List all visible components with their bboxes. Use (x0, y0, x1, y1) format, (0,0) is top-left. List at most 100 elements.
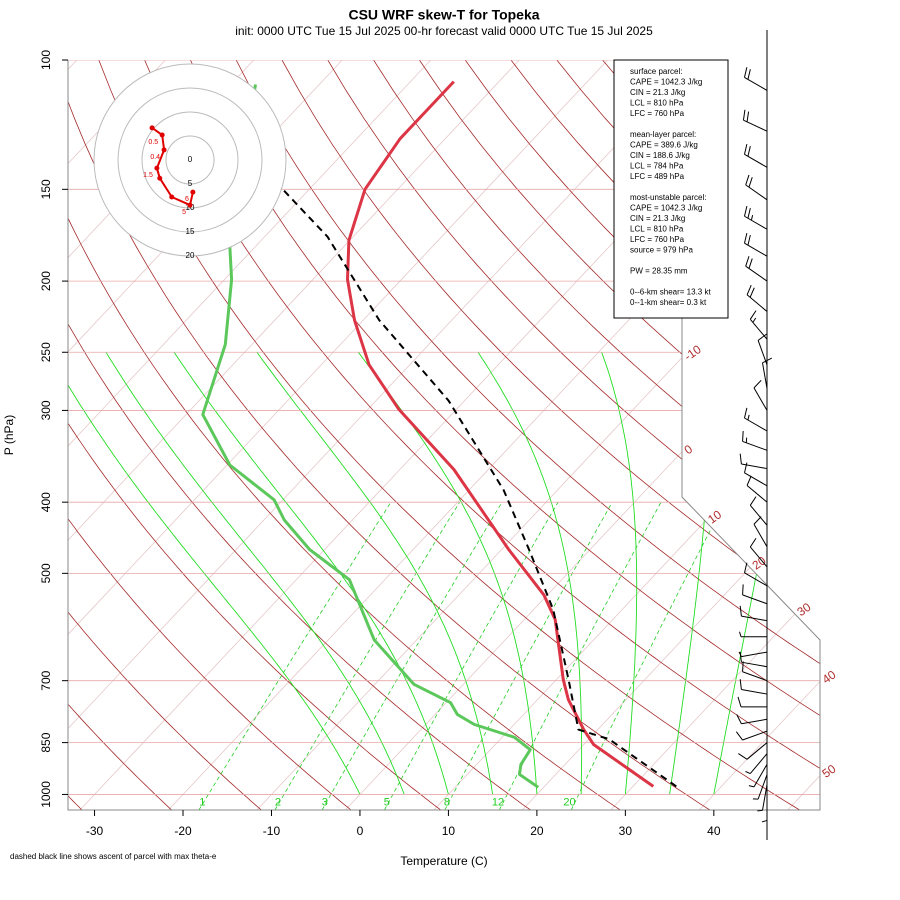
dry-adiabat (68, 60, 262, 810)
wind-barb (735, 730, 768, 741)
barb-feather (746, 475, 752, 486)
x-tick-label: 0 (357, 824, 364, 838)
profile-line (201, 84, 540, 789)
y-tick-label: 500 (39, 563, 53, 583)
barb-feather (739, 679, 742, 690)
moist-adiabat (105, 352, 405, 795)
barb-feather (748, 177, 753, 188)
hodograph-ring-label: 10 (186, 203, 195, 212)
barb-shaft (744, 215, 768, 230)
isotherm (521, 60, 820, 810)
wind-barb (757, 784, 768, 812)
moist-adiabat (256, 352, 494, 795)
isotherm-label: 50 (820, 761, 839, 780)
barb-shaft (744, 417, 768, 432)
wind-barb (739, 651, 768, 668)
barb-feather (743, 462, 748, 473)
barb-feather (749, 496, 757, 506)
barb-shaft (746, 742, 768, 760)
wind-barb (742, 430, 768, 451)
wind-barb (753, 516, 768, 548)
barb-shaft (744, 76, 768, 91)
plot-background (68, 60, 900, 810)
dry-adiabat (785, 60, 820, 810)
mixing-ratio-label: 12 (492, 796, 504, 808)
dry-adiabat (68, 60, 621, 810)
mixing-ratio-label: 3 (322, 796, 328, 808)
barb-feather (736, 714, 742, 724)
dry-adiabat (68, 60, 172, 810)
barb-shaft (749, 505, 768, 526)
wind-barb (743, 562, 768, 587)
info-line: CAPE = 1042.3 J/kg (630, 78, 702, 87)
barb-shaft (741, 651, 768, 658)
y-tick-label: 150 (39, 179, 53, 199)
info-line: surface parcel: (630, 67, 682, 76)
barb-shaft (745, 184, 768, 201)
barb-shaft (753, 764, 768, 788)
barb-feather (746, 284, 752, 295)
isotherm (68, 60, 697, 810)
isotherm-label: 0 (682, 442, 696, 457)
y-tick-label: 400 (39, 492, 53, 512)
wind-barb (743, 462, 768, 487)
wind-barb (742, 584, 768, 605)
wind-barb (749, 496, 768, 526)
hodograph-ring (93, 63, 287, 257)
hodograph-background (94, 64, 286, 256)
barb-feather (743, 562, 748, 573)
wind-barb (757, 333, 768, 365)
wind-barb (745, 753, 768, 775)
dry-adiabat (68, 60, 531, 810)
wind-barb (743, 144, 768, 168)
info-line: CIN = 21.3 J/kg (630, 88, 685, 97)
dry-adiabat (68, 60, 352, 810)
y-tick-label: 100 (39, 50, 53, 70)
barb-feather (749, 310, 757, 320)
dry-adiabat (98, 60, 800, 810)
barb-feather (747, 69, 751, 80)
isotherm (68, 60, 608, 810)
wind-barb (742, 109, 768, 132)
barb-shaft (744, 242, 768, 257)
wind-barb (736, 714, 768, 725)
mixing-ratio-label: 1 (199, 796, 205, 808)
barb-shaft (749, 546, 768, 568)
info-line: 0--6-km shear= 13.3 kt (630, 288, 711, 297)
barb-feather (753, 516, 762, 525)
mixing-ratio-line (198, 501, 392, 810)
hodograph-ring (165, 135, 215, 185)
wind-barb (753, 379, 768, 411)
wind-barb (738, 651, 768, 658)
info-line: most-unstable parcel: (630, 193, 706, 202)
footnote: dashed black line shows ascent of parcel… (10, 852, 217, 861)
y-tick-label: 700 (39, 670, 53, 690)
mixing-ratio-line (384, 501, 559, 810)
barb-feather (735, 731, 743, 741)
wind-barb (746, 475, 768, 503)
barb-feather (742, 661, 744, 672)
plot-data (201, 80, 677, 789)
hodograph-point (169, 194, 175, 200)
barb-feather (762, 357, 773, 364)
wind-barb (745, 174, 768, 201)
hodograph-point (154, 165, 160, 171)
isotherm (876, 60, 900, 810)
x-tick-label: -10 (263, 824, 281, 838)
info-line: mean-layer parcel: (630, 130, 696, 139)
barb-feather (742, 430, 744, 442)
info-line: 0--1-km shear= 0.3 kt (630, 298, 707, 307)
barb-shaft (744, 572, 768, 587)
chart-subtitle: init: 0000 UTC Tue 15 Jul 2025 00-hr for… (235, 24, 653, 38)
wind-barb (745, 256, 768, 282)
x-tick-label: -30 (86, 824, 104, 838)
barb-shaft (746, 294, 768, 312)
dry-adiabat (327, 60, 820, 810)
barb-shaft (742, 730, 768, 741)
barb-shaft (744, 472, 768, 487)
hodograph-point-label: 0.5 (148, 139, 158, 146)
moist-adiabat (477, 352, 583, 795)
barb-shaft (757, 340, 768, 365)
barb-feather (749, 537, 757, 548)
dry-adiabat (68, 60, 711, 810)
